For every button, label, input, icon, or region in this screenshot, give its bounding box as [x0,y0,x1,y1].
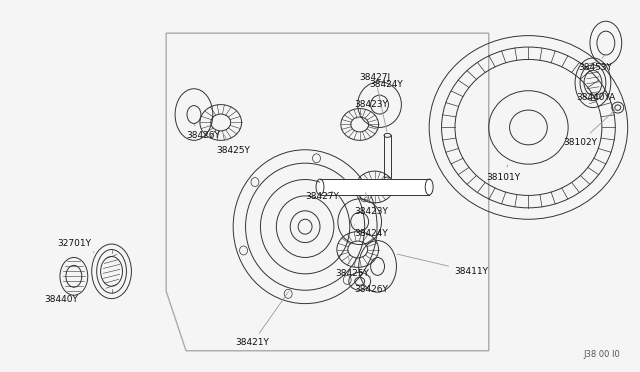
Text: 38440Y: 38440Y [44,291,78,304]
Text: 38102Y: 38102Y [563,109,616,147]
Text: 32701Y: 32701Y [57,239,94,252]
Text: 38453Y: 38453Y [578,55,612,73]
Text: 38427J: 38427J [360,73,391,132]
Text: 38423Y: 38423Y [355,100,388,119]
Text: 38411Y: 38411Y [397,254,488,276]
Text: 38425Y: 38425Y [335,256,369,278]
Text: 38440YA: 38440YA [576,93,615,102]
Text: 38425Y: 38425Y [216,135,250,155]
Text: 38427Y: 38427Y [305,191,339,201]
Text: 38426Y: 38426Y [355,276,388,294]
Text: 38423Y: 38423Y [355,193,388,216]
Text: 38424Y: 38424Y [355,225,388,238]
Text: 38424Y: 38424Y [370,80,403,98]
Text: 38426Y: 38426Y [186,125,220,140]
Text: 38101Y: 38101Y [487,165,521,182]
Text: J38 00 I0: J38 00 I0 [583,350,620,359]
Text: 38421Y: 38421Y [236,292,289,347]
